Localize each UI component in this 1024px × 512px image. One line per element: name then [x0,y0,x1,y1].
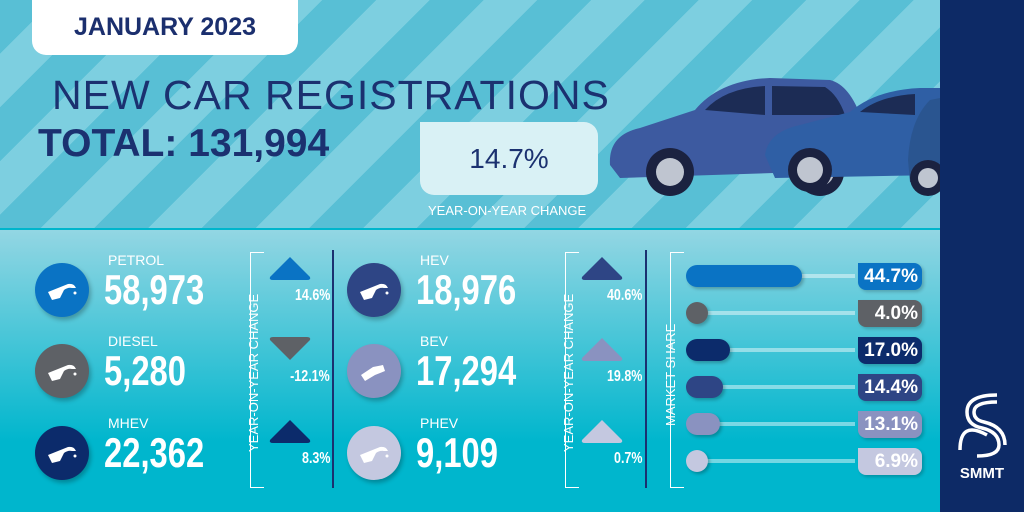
mhev-yoy-change: 8.3% [301,450,330,467]
diesel-share-bar [686,302,708,324]
date-badge: JANUARY 2023 [32,0,298,55]
phev-registrations: 9,109 [416,429,498,476]
mhev-share-value: 17.0% [858,337,922,364]
phev-share-track [700,459,855,463]
hev-yoy-up-arrow-icon [581,257,623,280]
car-icon [765,88,940,192]
share-bracket [670,252,684,488]
phev-label: PHEV [420,415,459,431]
total-yoy-value: 14.7% [469,142,549,174]
hev-label: HEV [420,252,449,268]
mhev-icon [35,426,89,480]
bev-share-track [700,422,855,426]
page-title: NEW CAR REGISTRATIONS [52,72,610,118]
diesel-registrations: 5,280 [104,347,186,394]
phev-share-bar [686,450,708,472]
bev-share-value: 13.1% [858,411,922,438]
petrol-icon [35,263,89,317]
smmt-s-icon [958,393,1007,458]
petrol-registrations: 58,973 [104,266,205,313]
mhev-share-bar [686,339,731,361]
diesel-label: DIESEL [108,333,158,349]
phev-share-value: 6.9% [858,448,922,475]
mhev-yoy-up-arrow-icon [269,420,311,443]
smmt-logo: SMMT [950,390,1014,482]
diesel-yoy-down-arrow-icon [269,337,311,360]
total-registrations: TOTAL: 131,994 [38,122,330,165]
bev-yoy-up-arrow-icon [581,338,623,361]
yoy-axis-label-left: YEAR-ON-YEAR CHANGE [246,293,261,452]
yoy-bracket-right [565,252,579,488]
petrol-share-bar [686,265,802,287]
hev-registrations: 18,976 [416,266,517,313]
phev-yoy-change: 0.7% [613,450,642,467]
diesel-share-value: 4.0% [858,300,922,327]
hev-share-bar [686,376,724,398]
smmt-logo-text: SMMT [959,465,1005,482]
phev-yoy-up-arrow-icon [581,420,623,443]
car-icon [908,98,940,196]
divider [645,250,647,488]
petrol-share-value: 44.7% [858,263,922,290]
bev-share-bar [686,413,720,435]
cars-illustration [609,78,940,196]
diesel-icon [35,344,89,398]
bev-registrations: 17,294 [416,347,517,394]
mhev-label: MHEV [108,415,149,431]
bev-label: BEV [420,333,449,349]
diesel-yoy-change: -12.1% [290,368,330,385]
bev-icon [347,344,401,398]
mhev-registrations: 22,362 [104,429,205,476]
hev-icon [347,263,401,317]
petrol-label: PETROL [108,252,165,268]
petrol-yoy-up-arrow-icon [269,257,311,280]
phev-icon [347,426,401,480]
mhev-share-track [700,348,855,352]
total-yoy-box: 14.7% [420,122,598,195]
bev-yoy-change: 19.8% [606,368,642,385]
hev-yoy-change: 40.6% [606,287,642,304]
hev-share-track [700,385,855,389]
diesel-share-track [700,311,855,315]
yoy-bracket-left [250,252,264,488]
divider [332,250,334,488]
total-yoy-label: YEAR-ON-YEAR CHANGE [428,203,587,218]
hev-share-value: 14.4% [858,374,922,401]
yoy-axis-label-right: YEAR-ON-YEAR CHANGE [561,293,576,452]
share-axis-label: MARKET SHARE [663,323,678,426]
petrol-yoy-change: 14.6% [294,287,330,304]
